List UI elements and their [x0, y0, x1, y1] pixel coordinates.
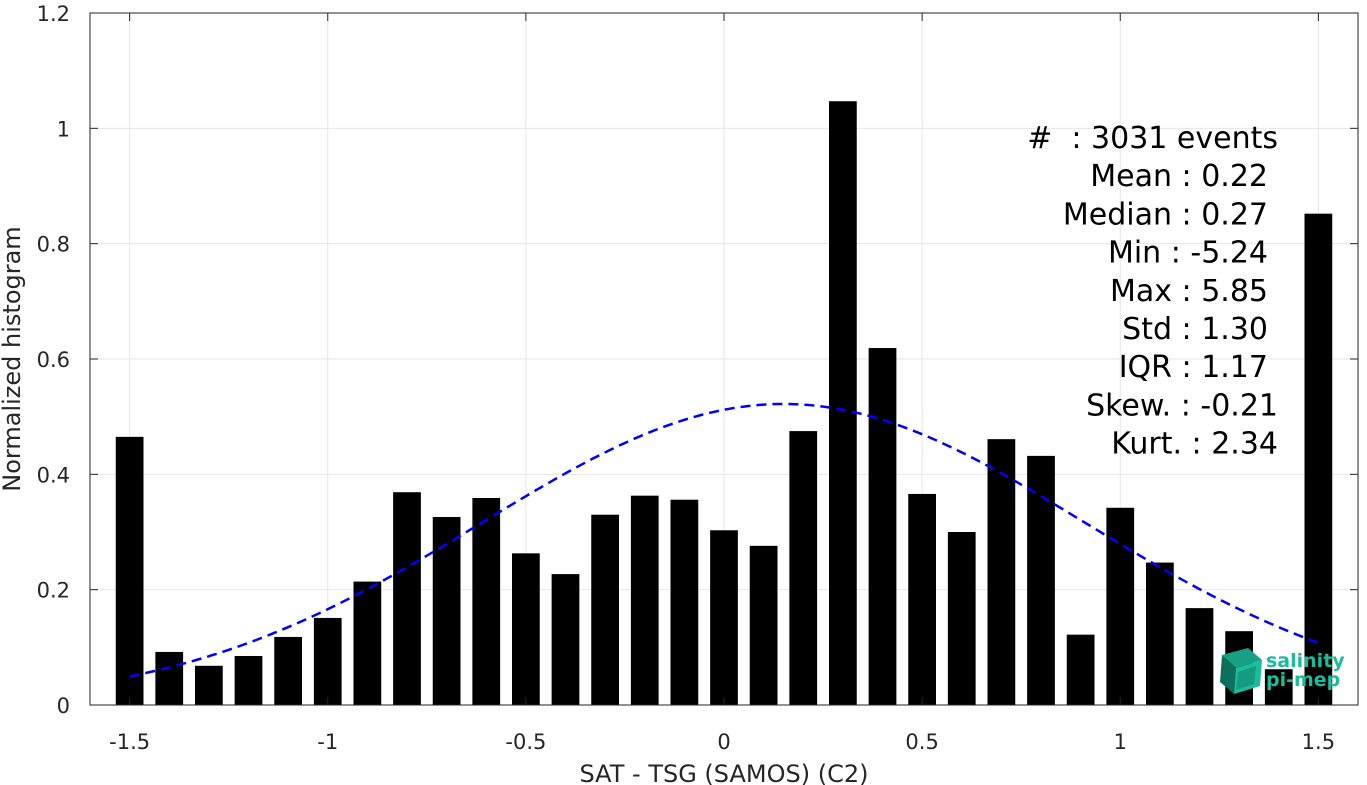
histogram-bar — [868, 348, 897, 705]
histogram-bar — [1066, 634, 1095, 705]
x-tick-label: -1 — [317, 730, 338, 754]
histogram-bar — [829, 101, 857, 706]
y-tick-label: 0.4 — [37, 463, 70, 487]
stats-line: Skew. : -0.21 — [1086, 388, 1278, 423]
y-tick-label: 0 — [57, 694, 70, 718]
salinity-pimep-logo: salinity pi-mep — [1220, 648, 1345, 694]
stats-line: # : 3031 events — [1027, 121, 1278, 156]
y-tick-label: 0.2 — [37, 579, 70, 603]
stats-line: Std : 1.30 — [1122, 312, 1268, 347]
histogram-bar — [947, 532, 976, 705]
histogram-bar — [1264, 669, 1293, 705]
histogram-bar — [789, 431, 818, 705]
x-tick-label: 0.5 — [905, 730, 938, 754]
histogram-bar — [987, 439, 1016, 705]
histogram-bar — [512, 553, 540, 705]
histogram-bar — [630, 495, 659, 705]
stats-line: IQR : 1.17 — [1119, 350, 1268, 385]
histogram-bar — [195, 665, 223, 705]
histogram-bar — [234, 655, 263, 705]
histogram-bar — [551, 574, 580, 705]
histogram-bar — [432, 517, 461, 705]
histogram-bar — [1106, 507, 1135, 705]
y-tick-label: 0.6 — [37, 348, 70, 372]
x-tick-label: 0 — [717, 730, 730, 754]
x-axis-ticks: -1.5 -1 -0.5 0 0.5 1 1.5 — [109, 13, 1335, 754]
histogram-bar — [472, 497, 501, 705]
y-tick-label: 0.8 — [37, 233, 70, 257]
y-tick-label: 1 — [57, 117, 70, 141]
x-tick-label: 1 — [1114, 730, 1127, 754]
x-axis-label: SAT - TSG (SAMOS) (C2) — [580, 760, 869, 785]
histogram-bar — [274, 636, 302, 705]
stats-line: Kurt. : 2.34 — [1111, 427, 1278, 462]
histogram-bar — [155, 651, 184, 705]
x-tick-label: -1.5 — [109, 730, 150, 754]
histogram-bar — [591, 514, 619, 705]
y-tick-label: 1.2 — [37, 2, 70, 26]
histogram-bar — [1185, 608, 1214, 705]
x-tick-label: 1.5 — [1302, 730, 1335, 754]
stats-line: Median : 0.27 — [1063, 197, 1268, 232]
stats-line: Min : -5.24 — [1108, 236, 1268, 271]
histogram-bar — [353, 581, 382, 705]
histogram-bars — [115, 101, 1333, 706]
stats-line: Mean : 0.22 — [1090, 159, 1268, 194]
histogram-bar — [1146, 562, 1174, 705]
histogram-bar — [908, 493, 936, 705]
histogram-bar — [1027, 455, 1055, 705]
histogram-bar — [670, 499, 699, 705]
stats-line: Max : 5.85 — [1110, 274, 1268, 309]
logo-line2: pi-mep — [1266, 669, 1340, 691]
y-axis-label: Normalized histogram — [0, 226, 26, 491]
logo-cube-icon — [1220, 648, 1262, 694]
logo-line1: salinity — [1266, 650, 1345, 672]
histogram-bar — [313, 617, 342, 705]
fit-curve — [129, 402, 1319, 678]
histogram-bar — [710, 530, 738, 705]
histogram-bar — [1304, 213, 1333, 705]
histogram-bar — [749, 545, 778, 705]
x-tick-label: -0.5 — [505, 730, 546, 754]
histogram-bar — [115, 436, 144, 705]
y-axis-ticks: 0 0.2 0.4 0.6 0.8 1 1.2 — [37, 2, 1358, 718]
histogram-bar — [393, 492, 421, 705]
